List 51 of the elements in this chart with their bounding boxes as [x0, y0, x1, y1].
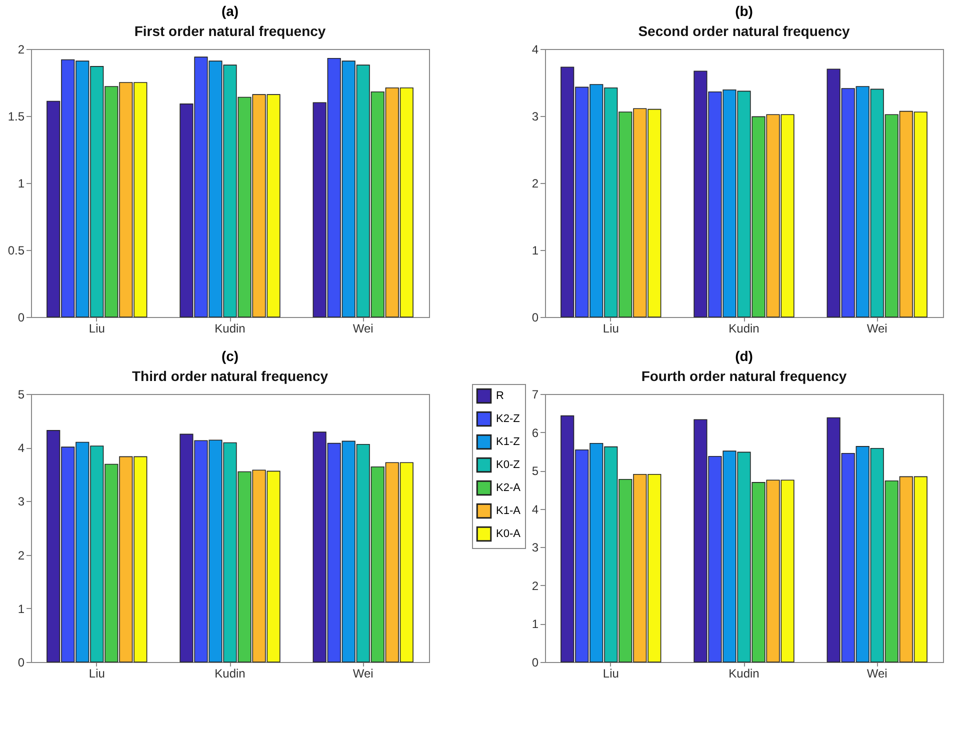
x-tick-label: Wei: [866, 666, 888, 680]
legend-label: R: [496, 390, 504, 402]
y-tick-label: 1: [532, 244, 539, 258]
y-tick-label: 2: [532, 176, 539, 190]
x-tick-label: Kudin: [728, 322, 760, 336]
legend-label: K1-A: [496, 505, 522, 517]
y-tick-label: 0: [18, 656, 25, 670]
chart-title: (b): [735, 3, 753, 19]
y-tick-label: 5: [532, 464, 539, 478]
y-tick-label: 0: [532, 310, 539, 324]
x-tick-label: Kudin: [214, 666, 246, 680]
y-tick-label: 4: [532, 42, 539, 56]
legend-label: K0-Z: [496, 459, 520, 471]
y-tick-label: 6: [532, 426, 539, 440]
x-tick-label: Kudin: [214, 322, 246, 336]
y-tick-label: 1: [532, 617, 539, 632]
x-tick-label: Liu: [602, 666, 619, 680]
x-tick-label: Wei: [866, 322, 888, 336]
y-tick-label: 2: [532, 578, 539, 593]
y-tick-label: 1: [18, 176, 25, 190]
y-tick-label: 1.5: [8, 110, 25, 124]
y-tick-label: 4: [18, 441, 25, 456]
x-tick-label: Liu: [88, 666, 105, 680]
y-tick-label: 5: [18, 388, 25, 402]
chart-title: (d): [735, 348, 753, 364]
chart-subtitle: Second order natural frequency: [638, 23, 850, 39]
chart-title: (a): [221, 3, 239, 19]
x-tick-label: Wei: [352, 322, 374, 336]
legend-label: K0-A: [496, 528, 522, 540]
y-tick-label: 0: [18, 310, 25, 324]
y-tick-label: 3: [532, 540, 539, 555]
chart-subtitle: Fourth order natural frequency: [641, 368, 847, 384]
y-tick-label: 0.5: [8, 244, 25, 258]
y-tick-label: 2: [18, 548, 25, 562]
chart-title: (c): [221, 348, 239, 364]
legend-label: K2-A: [496, 482, 522, 494]
legend-label: K1-Z: [496, 436, 520, 448]
x-tick-label: Kudin: [728, 666, 760, 680]
legend-label: K2-Z: [496, 413, 520, 425]
y-tick-label: 7: [532, 388, 539, 402]
x-tick-label: Wei: [352, 666, 374, 680]
x-tick-label: Liu: [88, 322, 105, 336]
y-tick-label: 3: [18, 494, 25, 509]
chart-subtitle: First order natural frequency: [134, 23, 326, 39]
y-tick-label: 2: [18, 42, 25, 56]
y-tick-label: 1: [18, 602, 25, 616]
x-tick-label: Liu: [602, 322, 619, 336]
y-tick-label: 0: [532, 656, 539, 670]
y-tick-label: 3: [532, 110, 539, 124]
chart-subtitle: Third order natural frequency: [132, 368, 328, 384]
y-tick-label: 4: [532, 502, 539, 516]
